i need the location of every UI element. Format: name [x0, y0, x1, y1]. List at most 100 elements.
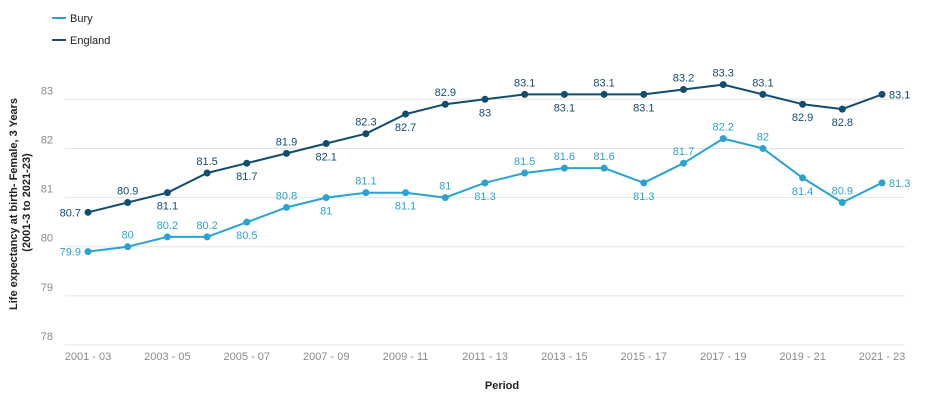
data-point-england[interactable]: [402, 110, 410, 118]
data-label-england: 83.2: [673, 72, 694, 84]
data-label-bury: 81: [439, 181, 451, 193]
data-label-bury: 82: [757, 131, 769, 143]
data-label-bury: 81.1: [355, 176, 376, 188]
data-point-england[interactable]: [124, 199, 132, 206]
data-label-england: 82.7: [395, 122, 416, 134]
data-point-england[interactable]: [600, 90, 608, 98]
data-point-bury[interactable]: [124, 243, 132, 251]
data-point-england[interactable]: [481, 95, 489, 103]
data-point-bury[interactable]: [521, 169, 529, 177]
data-point-england[interactable]: [163, 189, 171, 197]
gridlines: [65, 98, 905, 346]
data-point-england[interactable]: [521, 90, 529, 98]
x-tick-label: 2019 - 21: [779, 351, 825, 363]
data-label-bury: 80.8: [276, 190, 297, 202]
data-point-bury[interactable]: [322, 194, 330, 202]
data-point-england[interactable]: [560, 90, 568, 98]
data-point-bury[interactable]: [481, 179, 489, 187]
data-label-england: 83.1: [889, 89, 910, 101]
x-tick-label: 2015 - 17: [621, 351, 667, 363]
data-label-bury: 81.4: [792, 186, 813, 198]
data-label-bury: 81.3: [889, 178, 910, 190]
data-label-england: 82.9: [792, 112, 813, 124]
data-point-bury[interactable]: [719, 135, 727, 143]
data-label-england: 83.1: [554, 102, 575, 114]
data-label-england: 81.9: [276, 136, 297, 148]
x-axis-ticks: 2001 - 03 2003 - 05 2005 - 07 2007 - 09 2009…: [65, 351, 905, 363]
y-axis-title-line-2: (2001-3 to 2021-23): [21, 153, 33, 252]
data-point-england[interactable]: [640, 90, 648, 98]
data-point-england[interactable]: [84, 208, 92, 216]
data-point-bury[interactable]: [84, 248, 92, 256]
x-tick-label: 2017 - 19: [700, 351, 746, 363]
data-point-england[interactable]: [878, 90, 886, 98]
data-label-bury: 80: [122, 230, 134, 242]
data-point-england[interactable]: [680, 85, 687, 93]
data-point-england[interactable]: [441, 100, 449, 108]
y-axis-title: Life expectancy at birth- Female, 3 Year…: [8, 95, 33, 310]
x-tick-label: 2011 - 13: [462, 351, 508, 363]
x-tick-label: 2001 - 03: [65, 351, 111, 363]
data-point-bury[interactable]: [441, 194, 449, 202]
y-tick-label: 78: [41, 331, 53, 343]
data-point-bury[interactable]: [680, 159, 687, 167]
data-label-england: 83.3: [712, 68, 733, 80]
x-tick-label: 2003 - 05: [144, 351, 190, 363]
data-point-bury[interactable]: [759, 144, 767, 152]
data-label-bury: 81.7: [673, 146, 694, 158]
data-point-bury[interactable]: [283, 203, 290, 211]
data-label-england: 81.5: [196, 156, 217, 168]
data-label-england: 83: [479, 107, 491, 119]
data-label-bury: 79.9: [60, 247, 81, 259]
y-axis-title-line-1: Life expectancy at birth- Female, 3 Year…: [8, 98, 20, 310]
data-point-bury[interactable]: [838, 199, 846, 206]
x-tick-label: 2007 - 09: [303, 351, 349, 363]
legend-label-bury: Bury: [70, 13, 93, 25]
data-point-bury[interactable]: [878, 179, 886, 187]
data-label-england: 82.1: [315, 152, 336, 164]
legend: Bury England: [52, 13, 110, 47]
data-point-bury[interactable]: [163, 233, 171, 241]
series-layer: 79.9 80 80.2 80.2 80.5 80.8 81 81.1 81.1 81 81.3 81…: [60, 68, 911, 259]
data-label-england: 83.1: [633, 102, 654, 114]
data-point-bury[interactable]: [560, 164, 568, 172]
data-point-england[interactable]: [759, 90, 767, 98]
data-point-england[interactable]: [719, 81, 727, 89]
data-label-bury: 81.1: [395, 201, 416, 213]
x-tick-label: 2021 - 23: [859, 351, 905, 363]
data-label-bury: 81: [320, 206, 332, 218]
data-label-england: 82.9: [435, 87, 456, 99]
y-tick-label: 81: [41, 184, 53, 196]
legend-item-bury[interactable]: Bury: [52, 13, 93, 25]
data-label-bury: 81.5: [514, 156, 535, 168]
legend-item-england[interactable]: England: [52, 35, 110, 47]
data-label-bury: 80.5: [236, 230, 257, 242]
legend-label-england: England: [70, 35, 110, 47]
data-point-bury[interactable]: [203, 233, 211, 241]
data-point-england[interactable]: [799, 100, 807, 108]
data-label-england: 81.1: [157, 201, 178, 213]
data-point-bury[interactable]: [799, 174, 807, 182]
data-point-bury[interactable]: [402, 189, 410, 197]
y-tick-label: 80: [41, 233, 53, 245]
x-axis-title: Period: [485, 380, 519, 392]
data-point-england[interactable]: [838, 105, 846, 113]
data-point-england[interactable]: [322, 140, 330, 148]
data-label-bury: 81.6: [554, 151, 575, 163]
data-point-england[interactable]: [243, 159, 251, 167]
data-point-england[interactable]: [203, 169, 211, 177]
data-label-bury: 80.2: [196, 220, 217, 232]
data-point-bury[interactable]: [640, 179, 648, 187]
data-point-england[interactable]: [362, 130, 370, 138]
x-tick-label: 2013 - 15: [541, 351, 587, 363]
series-bury: 79.9 80 80.2 80.2 80.5 80.8 81 81.1 81.1 81 81.3 81…: [60, 122, 911, 259]
data-point-bury[interactable]: [362, 189, 370, 197]
y-tick-label: 83: [41, 85, 53, 97]
data-point-england[interactable]: [283, 149, 290, 157]
data-point-bury[interactable]: [600, 164, 608, 172]
data-label-england: 81.7: [236, 171, 257, 183]
data-point-bury[interactable]: [243, 218, 251, 226]
data-label-england: 83.1: [514, 77, 535, 89]
